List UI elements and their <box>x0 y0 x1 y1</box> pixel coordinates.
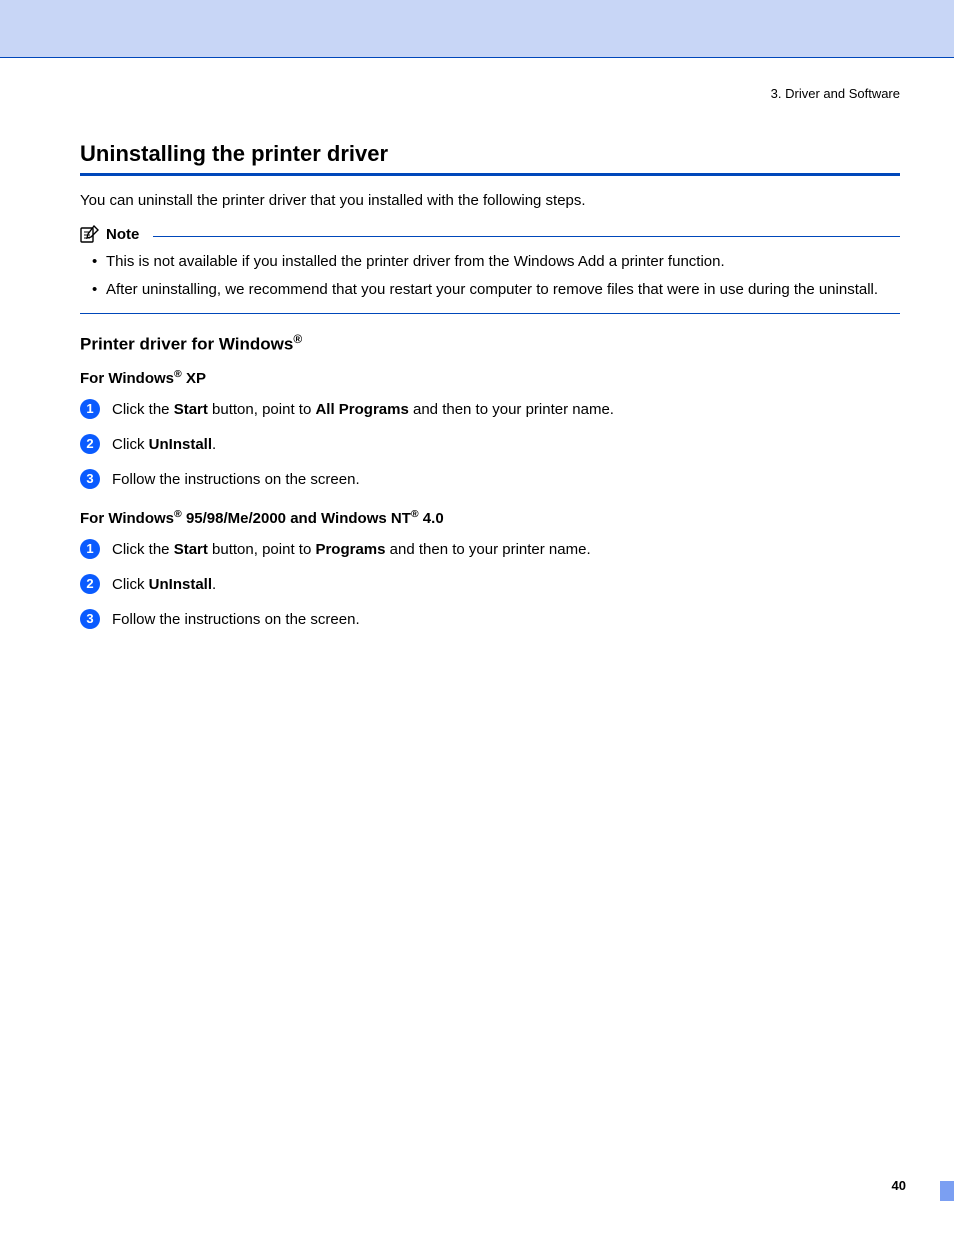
t: Click <box>112 576 149 593</box>
step-text: Click UnInstall. <box>112 434 216 455</box>
subsection-pre: For Windows <box>80 370 174 387</box>
note-label: Note <box>106 226 139 243</box>
top-banner <box>0 0 954 58</box>
note-header: Note <box>80 225 900 243</box>
section-title-text: Printer driver for Windows <box>80 334 293 353</box>
chapter-label: 3. Driver and Software <box>80 86 900 101</box>
subsection-title-legacy: For Windows® 95/98/Me/2000 and Windows N… <box>80 508 900 527</box>
t: UnInstall <box>149 576 212 593</box>
step-number-badge: 2 <box>80 574 100 594</box>
step-item: 2 Click UnInstall. <box>80 574 900 595</box>
step-text: Follow the instructions on the screen. <box>112 469 360 490</box>
step-text: Click the Start button, point to All Pro… <box>112 399 614 420</box>
page-number: 40 <box>892 1178 906 1193</box>
page-heading: Uninstalling the printer driver <box>80 141 900 167</box>
step-number-badge: 2 <box>80 434 100 454</box>
page-footer: 40 <box>892 1178 906 1193</box>
step-number-badge: 1 <box>80 539 100 559</box>
t: Start <box>174 401 208 418</box>
t: . <box>212 436 216 453</box>
note-header-rule <box>153 236 900 237</box>
t: UnInstall <box>149 436 212 453</box>
section-title: Printer driver for Windows® <box>80 332 900 355</box>
note-list: This is not available if you installed t… <box>80 251 900 301</box>
note-icon <box>80 225 100 243</box>
registered-mark: ® <box>293 332 302 346</box>
heading-rule <box>80 173 900 176</box>
t: button, point to <box>208 401 316 418</box>
note-end-rule <box>80 313 900 314</box>
t: . <box>212 576 216 593</box>
step-item: 2 Click UnInstall. <box>80 434 900 455</box>
subsection-post: XP <box>182 370 206 387</box>
t: Click the <box>112 401 174 418</box>
intro-text: You can uninstall the printer driver tha… <box>80 190 900 211</box>
subsection-pre: For Windows <box>80 510 174 527</box>
registered-mark: ® <box>174 368 182 380</box>
step-item: 3 Follow the instructions on the screen. <box>80 609 900 630</box>
step-item: 3 Follow the instructions on the screen. <box>80 469 900 490</box>
note-item: This is not available if you installed t… <box>92 251 900 273</box>
steps-legacy: 1 Click the Start button, point to Progr… <box>80 539 900 630</box>
registered-mark: ® <box>174 508 182 520</box>
step-item: 1 Click the Start button, point to Progr… <box>80 539 900 560</box>
step-number-badge: 3 <box>80 469 100 489</box>
note-item: After uninstalling, we recommend that yo… <box>92 279 900 301</box>
subsection-mid: 95/98/Me/2000 and Windows NT <box>182 510 411 527</box>
t: Programs <box>315 541 385 558</box>
page-edge-tab <box>940 1181 954 1201</box>
step-number-badge: 3 <box>80 609 100 629</box>
step-item: 1 Click the Start button, point to All P… <box>80 399 900 420</box>
t: and then to your printer name. <box>385 541 590 558</box>
step-text: Click the Start button, point to Program… <box>112 539 591 560</box>
step-text: Follow the instructions on the screen. <box>112 609 360 630</box>
registered-mark: ® <box>411 508 419 520</box>
t: All Programs <box>315 401 408 418</box>
step-text: Click UnInstall. <box>112 574 216 595</box>
t: Click <box>112 436 149 453</box>
step-number-badge: 1 <box>80 399 100 419</box>
subsection-post: 4.0 <box>419 510 444 527</box>
page-content: 3. Driver and Software Uninstalling the … <box>0 58 954 630</box>
t: Start <box>174 541 208 558</box>
t: and then to your printer name. <box>409 401 614 418</box>
t: Click the <box>112 541 174 558</box>
t: button, point to <box>208 541 316 558</box>
steps-xp: 1 Click the Start button, point to All P… <box>80 399 900 490</box>
subsection-title-xp: For Windows® XP <box>80 368 900 387</box>
